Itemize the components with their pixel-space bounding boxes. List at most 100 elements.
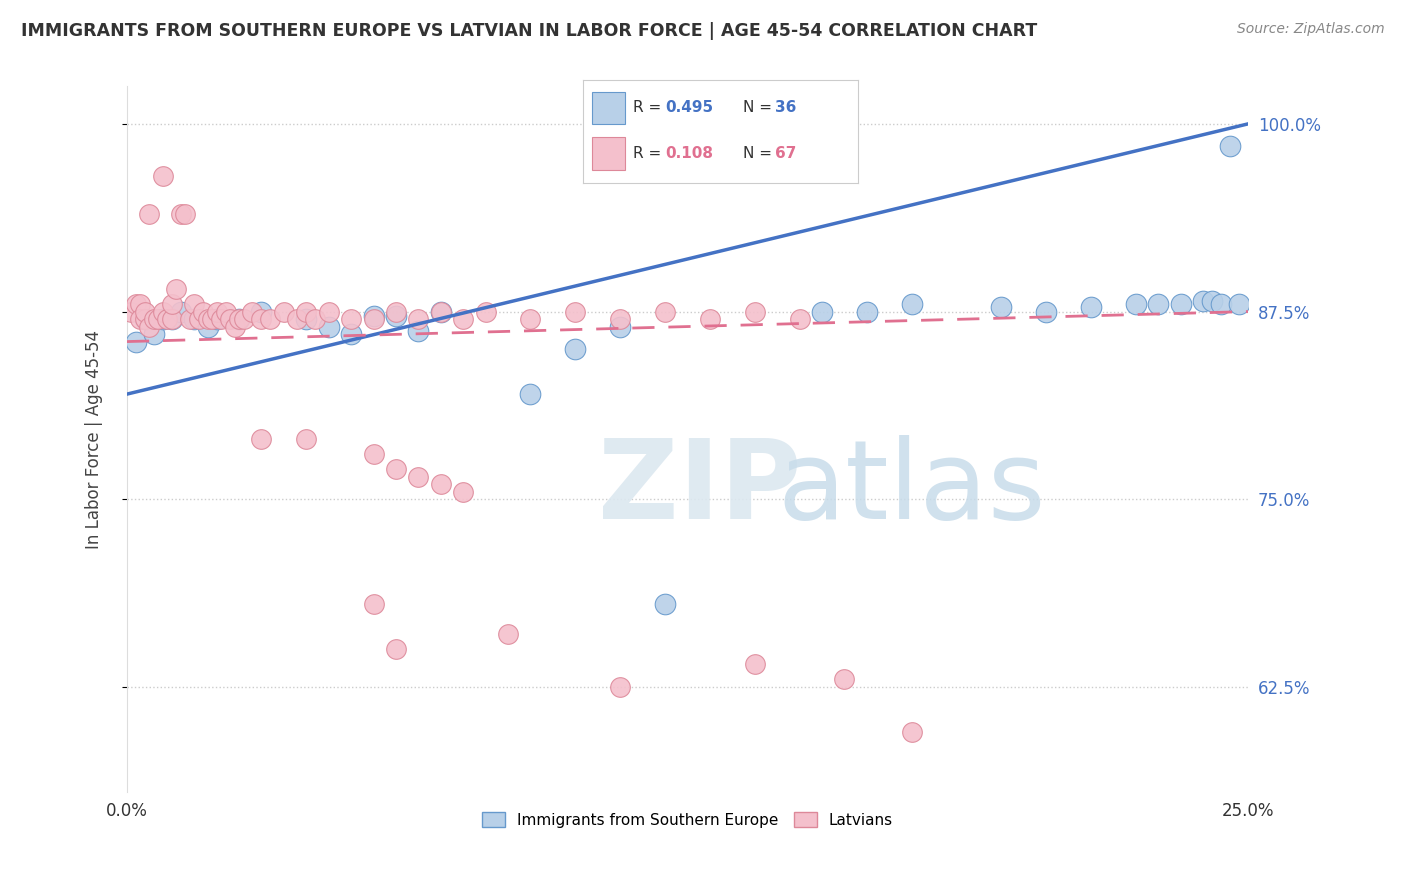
Point: [120, 304, 142, 318]
Point: [744, 657, 766, 672]
Point: [160, 312, 183, 326]
Point: [990, 300, 1012, 314]
Point: [609, 312, 631, 326]
Point: [699, 312, 721, 326]
Point: [179, 312, 201, 326]
Point: [564, 304, 586, 318]
Point: [430, 304, 453, 318]
Point: [205, 312, 228, 326]
Point: [1192, 293, 1215, 308]
Text: atlas: atlas: [778, 435, 1046, 542]
Point: [811, 304, 834, 318]
Text: 36: 36: [776, 101, 797, 115]
Point: [228, 312, 250, 326]
Point: [138, 319, 160, 334]
Point: [250, 312, 273, 326]
Point: [385, 462, 408, 476]
Point: [1080, 300, 1102, 314]
Point: [654, 597, 676, 611]
Point: [134, 312, 156, 326]
Point: [1209, 297, 1232, 311]
Point: [1201, 293, 1223, 308]
Point: [129, 312, 152, 326]
Point: [430, 477, 453, 491]
Y-axis label: In Labor Force | Age 45-54: In Labor Force | Age 45-54: [86, 330, 103, 549]
Point: [474, 304, 496, 318]
Point: [156, 312, 179, 326]
Text: ZIP: ZIP: [598, 435, 801, 542]
Point: [125, 334, 148, 349]
Point: [654, 304, 676, 318]
Text: Source: ZipAtlas.com: Source: ZipAtlas.com: [1237, 22, 1385, 37]
Point: [295, 312, 318, 326]
Point: [201, 312, 224, 326]
Point: [318, 304, 340, 318]
Point: [385, 309, 408, 323]
Point: [242, 304, 264, 318]
Text: N =: N =: [742, 101, 776, 115]
Point: [183, 297, 205, 311]
Point: [318, 319, 340, 334]
Point: [744, 304, 766, 318]
Point: [363, 447, 385, 461]
Point: [519, 387, 541, 401]
Point: [609, 319, 631, 334]
Point: [174, 207, 197, 221]
Point: [170, 304, 193, 318]
Point: [165, 282, 187, 296]
Bar: [592, 136, 624, 169]
Point: [900, 297, 922, 311]
Point: [214, 304, 236, 318]
Point: [205, 304, 228, 318]
Point: [170, 207, 193, 221]
Point: [1125, 297, 1147, 311]
Point: [1147, 297, 1170, 311]
Point: [1170, 297, 1192, 311]
Point: [363, 309, 385, 323]
Point: [160, 297, 183, 311]
Point: [187, 312, 209, 326]
Point: [496, 627, 519, 641]
Point: [1035, 304, 1057, 318]
Point: [183, 312, 205, 326]
Text: 0.108: 0.108: [666, 145, 714, 161]
Point: [451, 312, 474, 326]
Point: [295, 304, 318, 318]
Point: [385, 304, 408, 318]
Point: [340, 312, 363, 326]
Legend: Immigrants from Southern Europe, Latvians: Immigrants from Southern Europe, Latvian…: [475, 805, 898, 834]
Point: [160, 312, 183, 326]
Point: [152, 304, 174, 318]
Point: [304, 312, 326, 326]
Point: [564, 342, 586, 356]
Point: [142, 312, 165, 326]
Point: [789, 312, 811, 326]
Point: [408, 469, 430, 483]
Point: [285, 312, 308, 326]
Bar: [592, 92, 624, 124]
Point: [408, 324, 430, 338]
Text: 0.495: 0.495: [666, 101, 714, 115]
Point: [363, 597, 385, 611]
Text: N =: N =: [742, 145, 776, 161]
Text: IMMIGRANTS FROM SOUTHERN EUROPE VS LATVIAN IN LABOR FORCE | AGE 45-54 CORRELATIO: IMMIGRANTS FROM SOUTHERN EUROPE VS LATVI…: [21, 22, 1038, 40]
Point: [134, 312, 156, 326]
Point: [224, 319, 246, 334]
Point: [191, 304, 214, 318]
Text: R =: R =: [633, 101, 666, 115]
Point: [152, 169, 174, 184]
Point: [834, 673, 856, 687]
Point: [197, 319, 219, 334]
Point: [430, 304, 453, 318]
Point: [125, 297, 148, 311]
Point: [228, 312, 250, 326]
Point: [295, 432, 318, 446]
Point: [451, 484, 474, 499]
Point: [259, 312, 281, 326]
Point: [900, 725, 922, 739]
Point: [148, 312, 170, 326]
Point: [273, 304, 295, 318]
Point: [519, 312, 541, 326]
Point: [1219, 139, 1241, 153]
Point: [232, 312, 254, 326]
